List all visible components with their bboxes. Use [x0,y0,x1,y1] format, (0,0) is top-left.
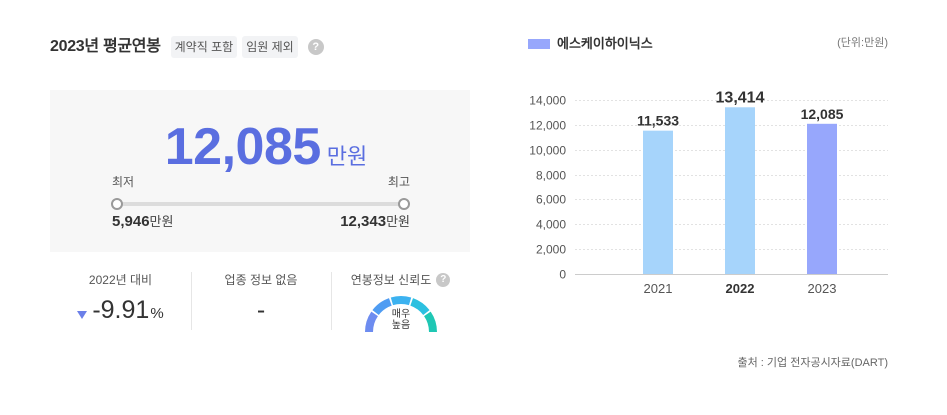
industry-value-text: - [256,296,266,324]
page-title: 2023년 평균연봉 [50,38,161,55]
bar-2022 [725,107,755,274]
y-tick-label: 8,000 [536,169,566,183]
range-max-number: 12,343 [340,213,387,230]
salary-bar-chart: 0 2,000 4,000 6,000 8,000 10,000 12,000 14,000 1… [529,89,888,296]
stat-divider [331,272,332,330]
range-max-unit: 만원 [386,214,410,229]
question-circle-icon[interactable]: ? [436,273,451,287]
x-tick-label: 2021 [644,281,673,296]
filter-tags: 계약직 포함 임원 제외 [170,36,298,58]
range-min-unit: 만원 [149,214,174,229]
yoy-number: -9.91 [92,296,150,324]
chart-unit-label: (단위:만원) [837,37,888,49]
tag-contract-included: 계약직 포함 [170,36,238,58]
y-tick-label: 6,000 [536,193,566,207]
x-tick-label: 2022 [726,281,755,296]
average-salary-panel [50,90,470,252]
bar-value-label: 13,414 [716,89,765,106]
gauge-level-line-2: 높음 [392,319,410,331]
bar-value-label: 12,085 [801,106,844,122]
y-tick-label: 2,000 [536,243,566,257]
average-salary: 12,085 만원 [50,121,470,186]
average-salary-value: 12,085 [164,118,322,176]
reliability-label: 연봉정보 신뢰도 [350,273,432,287]
gauge-segment [390,296,412,306]
yoy-label: 2022년 대비 [88,273,153,287]
reliability-header: 연봉정보 신뢰도 ? [331,272,470,288]
range-max-value: 12,343만원 [340,213,410,231]
y-tick-label: 4,000 [536,218,566,232]
chart-legend: 에스케이하이닉스 [528,36,653,52]
bar-2023 [807,123,837,274]
salary-header: 2023년 평균연봉 계약직 포함 임원 제외 ? [50,36,324,58]
industry-value: - [191,296,331,328]
range-max-knob [398,198,410,210]
yoy-unit: % [150,305,164,322]
stat-divider [191,272,192,330]
gauge-arcs [365,296,437,332]
triangle-down-icon [77,311,88,319]
legend-swatch [528,39,550,49]
y-tick-label: 0 [559,268,566,282]
range-min-number: 5,946 [112,213,150,230]
yoy-value: -9.91% [50,296,191,328]
salary-range-track [117,202,404,206]
range-min-value: 5,946만원 [112,213,173,231]
gauge-segment [365,311,379,332]
x-tick-label: 2023 [808,281,837,296]
tag-executive-excluded: 임원 제외 [242,36,298,58]
gauge-segment [423,311,437,332]
average-salary-unit: 만원 [326,144,368,169]
reliability-gauge: 매우 높음 [365,296,437,332]
range-min-knob [111,198,123,210]
gauge-segment [410,298,430,316]
bar-value-label: 11,533 [637,113,679,129]
y-tick-label: 12,000 [529,119,566,133]
range-min-label: 최저 [112,175,135,189]
question-circle-icon[interactable]: ? [307,39,324,55]
legend-label: 에스케이하이닉스 [557,36,653,51]
gauge-segment [372,298,392,316]
y-tick-label: 10,000 [529,144,566,158]
source-note: 출처 : 기업 전자공시자료(DART) [737,357,889,369]
bar-2021 [643,130,673,274]
gauge-level-line-1: 매우 [392,308,410,320]
y-tick-label: 14,000 [529,94,566,108]
industry-label: 업종 정보 없음 [224,273,298,287]
range-max-label: 최고 [387,175,410,189]
